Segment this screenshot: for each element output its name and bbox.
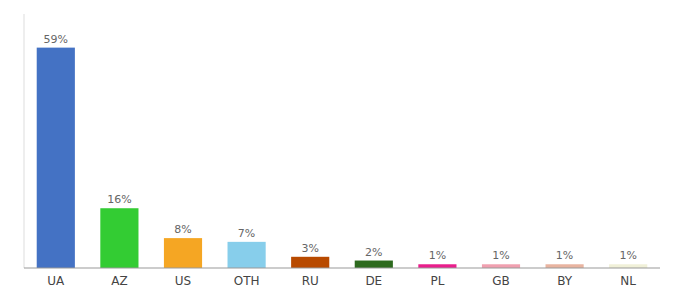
x-tick-label: DE <box>365 274 382 288</box>
x-tick-label: PL <box>430 274 444 288</box>
bar <box>482 264 520 268</box>
bar <box>609 264 647 268</box>
x-tick-label: US <box>175 274 191 288</box>
bar <box>291 257 329 268</box>
bar <box>100 208 138 268</box>
data-label: 7% <box>238 227 255 240</box>
x-tick-label: UA <box>47 274 65 288</box>
x-tick-label: BY <box>557 274 573 288</box>
data-label: 3% <box>301 242 318 255</box>
data-label: 2% <box>365 246 382 259</box>
bar <box>546 264 584 268</box>
y-axis-line <box>24 14 25 268</box>
x-tick-label: OTH <box>234 274 260 288</box>
data-label: 1% <box>492 249 509 262</box>
chart-svg: UA AZ US OTH RU DE PL GB BY NL 59% 16% 8% 7% 3% 2% 1% 1% 1… <box>0 0 680 300</box>
x-tick-label: RU <box>302 274 319 288</box>
bars <box>37 48 648 268</box>
bar <box>418 264 456 268</box>
data-label: 59% <box>44 33 68 46</box>
bar <box>228 242 266 268</box>
data-label: 1% <box>429 249 446 262</box>
data-label: 8% <box>174 223 191 236</box>
bar <box>164 238 202 268</box>
x-tick-labels: UA AZ US OTH RU DE PL GB BY NL <box>47 274 636 288</box>
x-tick-label: GB <box>492 274 510 288</box>
data-label: 16% <box>107 193 131 206</box>
chart-container: UA AZ US OTH RU DE PL GB BY NL 59% 16% 8% 7% 3% 2% 1% 1% 1… <box>0 0 680 300</box>
bar <box>37 48 75 268</box>
data-label: 1% <box>619 249 636 262</box>
x-axis-line <box>24 268 660 269</box>
data-label: 1% <box>556 249 573 262</box>
bar <box>355 261 393 268</box>
x-tick-label: AZ <box>111 274 127 288</box>
data-labels: 59% 16% 8% 7% 3% 2% 1% 1% 1% 1% <box>44 33 637 263</box>
x-tick-label: NL <box>620 274 636 288</box>
